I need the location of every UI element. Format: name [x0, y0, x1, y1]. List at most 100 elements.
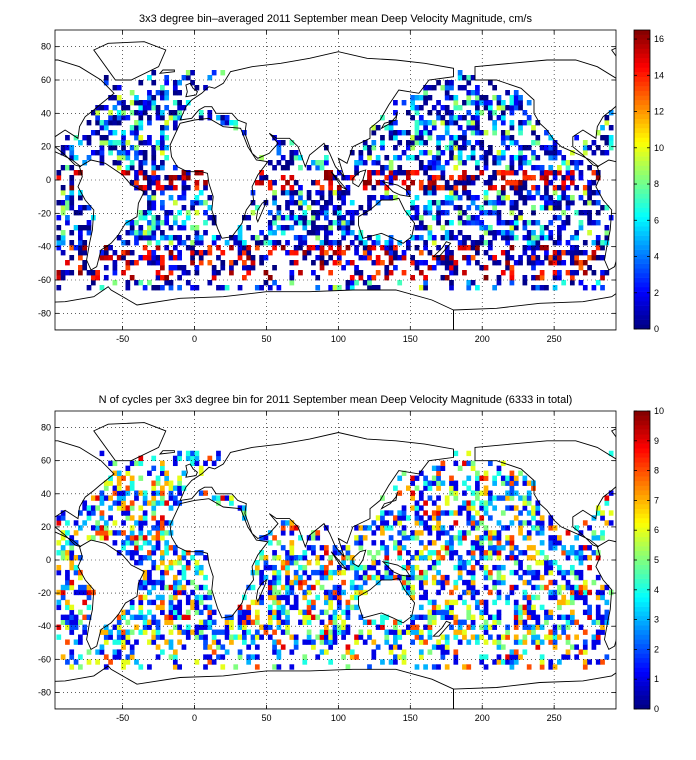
- bin-cell: [582, 150, 588, 156]
- bin-cell: [492, 185, 498, 191]
- bin-cell: [405, 110, 411, 116]
- bin-cell: [483, 490, 489, 496]
- bin-cell: [449, 265, 454, 271]
- bin-cell: [544, 180, 549, 186]
- bin-cell: [371, 185, 377, 191]
- bin-cell: [60, 555, 66, 561]
- bin-cell: [418, 604, 424, 611]
- bin-cell: [276, 140, 282, 146]
- bin-cell: [293, 155, 299, 161]
- bin-cell: [431, 560, 437, 566]
- bin-cell: [129, 250, 135, 256]
- bin-cell: [194, 450, 200, 457]
- bin-cell: [466, 95, 472, 101]
- bin-cell: [237, 634, 243, 640]
- bin-cell: [595, 145, 601, 151]
- bin-cell: [306, 634, 312, 640]
- bin-cell: [470, 280, 476, 286]
- bin-cell: [285, 240, 290, 246]
- bin-cell: [487, 100, 493, 106]
- bin-cell: [595, 130, 601, 136]
- bin-cell: [380, 545, 385, 551]
- bin-cell: [595, 589, 601, 596]
- bin-cell: [509, 265, 515, 271]
- bin-cell: [569, 170, 575, 176]
- bin-cell: [276, 604, 282, 611]
- bin-cell: [151, 255, 157, 261]
- bin-cell: [470, 555, 476, 561]
- bin-cell: [410, 589, 416, 596]
- bin-cell: [427, 180, 433, 186]
- bin-cell: [423, 579, 428, 586]
- bin-cell: [129, 145, 135, 151]
- bin-cell: [500, 545, 506, 551]
- bin-cell: [462, 140, 467, 146]
- bin-cell: [380, 510, 385, 516]
- bin-cell: [427, 160, 433, 166]
- bin-cell: [69, 564, 75, 571]
- bin-cell: [177, 664, 182, 670]
- bin-cell: [496, 190, 502, 196]
- bin-cell: [436, 495, 441, 501]
- bin-cell: [272, 200, 277, 206]
- bin-cell: [569, 150, 575, 156]
- bin-cell: [423, 85, 428, 91]
- bin-cell: [371, 275, 377, 281]
- bin-cell: [595, 170, 601, 176]
- bin-cell: [311, 160, 316, 166]
- bin-cell: [138, 230, 144, 236]
- bin-cell: [116, 495, 122, 501]
- bin-cell: [121, 490, 126, 496]
- bin-cell: [160, 160, 165, 166]
- bin-cell: [129, 629, 135, 635]
- bin-cell: [168, 629, 174, 635]
- bin-cell: [500, 495, 506, 501]
- bin-cell: [384, 520, 390, 526]
- bin-cell: [259, 594, 264, 601]
- bin-cell: [302, 609, 308, 616]
- bin-cell: [319, 260, 325, 266]
- bin-cell: [531, 235, 536, 241]
- bin-cell: [466, 90, 472, 96]
- bin-cell: [65, 215, 70, 221]
- bin-cell: [220, 654, 226, 660]
- bin-cell: [224, 495, 230, 501]
- coastline: [474, 59, 616, 168]
- bin-cell: [522, 225, 528, 231]
- bin-cell: [423, 639, 428, 645]
- bin-cell: [336, 614, 342, 620]
- bin-cell: [414, 520, 420, 526]
- colorbar-segment: [634, 216, 650, 222]
- bin-cell: [384, 245, 390, 251]
- bin-cell: [259, 579, 264, 586]
- bin-cell: [496, 639, 502, 645]
- bin-cell: [263, 240, 269, 246]
- bin-cell: [160, 95, 165, 101]
- bin-cell: [436, 245, 441, 251]
- bin-cell: [181, 485, 187, 491]
- bin-cell: [466, 175, 472, 181]
- bin-cell: [272, 649, 277, 655]
- bin-cell: [160, 265, 165, 271]
- bin-cell: [272, 629, 277, 635]
- bin-cell: [125, 240, 131, 246]
- bin-cell: [125, 540, 131, 546]
- bin-cell: [60, 145, 66, 151]
- bin-cell: [276, 540, 282, 546]
- bin-cell: [250, 200, 256, 206]
- bin-cell: [600, 594, 605, 601]
- bin-cell: [289, 225, 295, 231]
- bin-cell: [190, 205, 195, 211]
- bin-cell: [276, 594, 282, 601]
- bin-cell: [78, 255, 83, 261]
- coastline: [352, 549, 367, 568]
- bin-cell: [358, 629, 364, 635]
- bin-cell: [595, 280, 601, 286]
- bin-cell: [574, 535, 579, 541]
- bin-cell: [388, 255, 394, 261]
- bin-cell: [513, 95, 519, 101]
- bin-cell: [250, 584, 256, 591]
- bin-cell: [367, 275, 372, 281]
- bin-cell: [121, 495, 126, 501]
- bin-cell: [237, 235, 243, 241]
